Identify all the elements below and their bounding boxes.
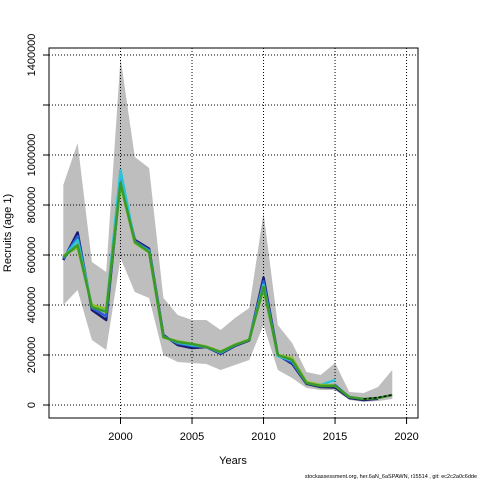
x-tick-label: 2000 [108, 431, 132, 443]
x-tick-label: 2005 [180, 431, 204, 443]
y-axis-label: Recruits (age 1) [2, 194, 14, 272]
y-tick-label: 1000000 [26, 134, 38, 177]
x-tick-label: 2015 [323, 431, 347, 443]
y-tick-label: 0 [26, 402, 38, 408]
confidence-band [63, 58, 393, 402]
plot-frame [48, 47, 419, 419]
x-tick-label: 2010 [251, 431, 275, 443]
y-tick-label: 400000 [26, 287, 38, 324]
series-line [62, 181, 393, 401]
y-tick-label: 600000 [26, 237, 38, 274]
y-tick-label: 200000 [26, 337, 38, 374]
footnote: stockassessment.org, her.6aN_6aSPAWN, r1… [305, 474, 477, 480]
x-tick-label: 2020 [394, 431, 418, 443]
y-tick-label: 800000 [26, 187, 38, 224]
x-axis-label: Years [219, 455, 247, 467]
y-tick-label: 1400000 [26, 34, 38, 77]
